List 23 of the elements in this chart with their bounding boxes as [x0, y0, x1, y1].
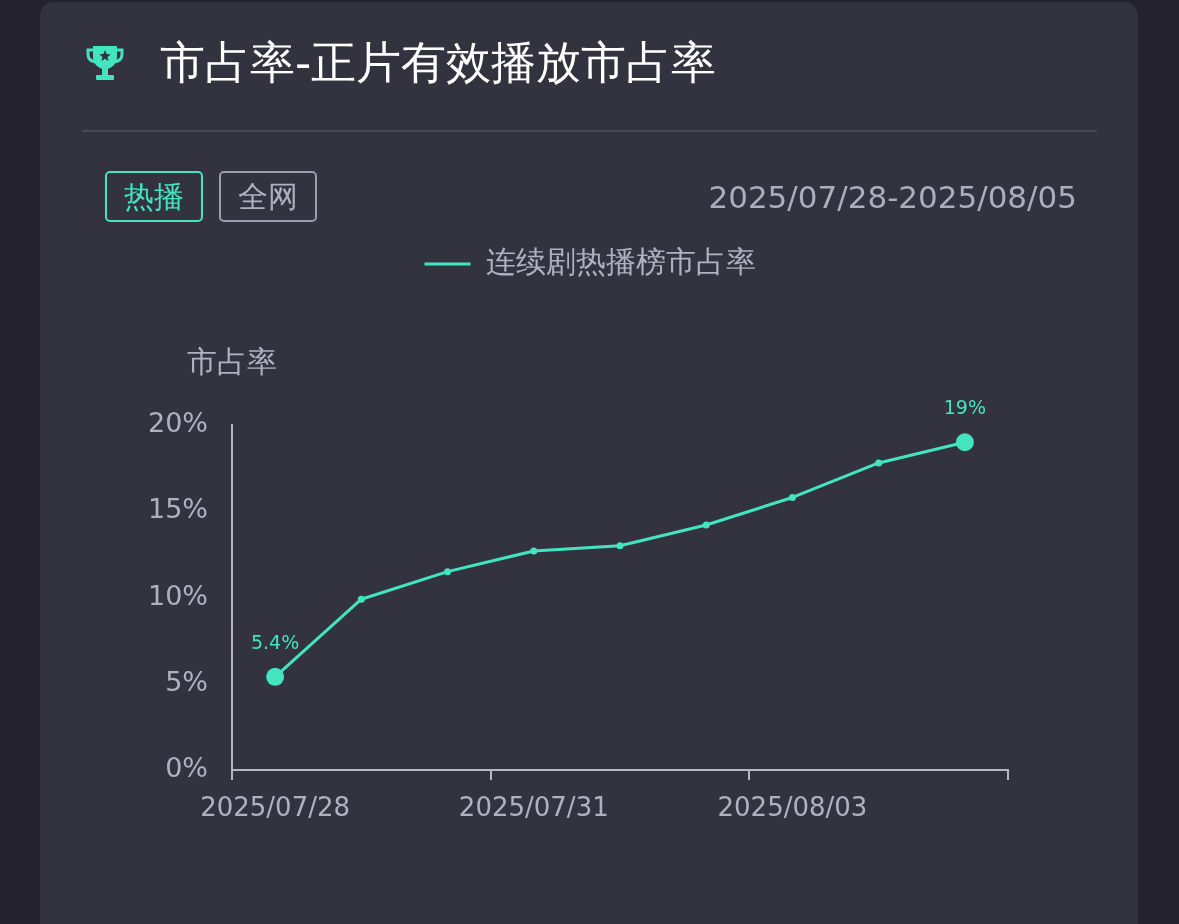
point — [530, 547, 538, 555]
y-tick-label: 15% — [147, 493, 208, 525]
y-tick-label: 0% — [165, 752, 208, 784]
chart-title: 市占率-正片有效播放市占率 — [160, 35, 717, 91]
x-tick-label: 2025/07/28 — [200, 792, 351, 823]
y-tick-label: 10% — [147, 579, 208, 611]
point — [702, 521, 710, 529]
y-axis-title: 市占率 — [187, 343, 277, 379]
point — [788, 493, 796, 501]
x-tick-label: 2025/07/31 — [458, 792, 609, 823]
tab[interactable]: 全网 — [219, 171, 317, 222]
y-tick-label: 5% — [165, 665, 208, 697]
y-tick-label: 20% — [147, 407, 208, 439]
point — [875, 459, 883, 467]
chart-subtitle: 2025/07/28-2025/08/05 — [708, 178, 1077, 217]
x-tick-label: 2025/08/03 — [717, 792, 868, 823]
point — [616, 542, 624, 550]
data-label: 5.4% — [250, 630, 300, 653]
data-label: 19% — [943, 396, 987, 419]
point — [357, 595, 365, 603]
point — [444, 568, 452, 576]
legend-label: 连续剧热播榜市占率 — [485, 243, 756, 279]
selected-tab[interactable]: 热播 — [105, 171, 203, 222]
